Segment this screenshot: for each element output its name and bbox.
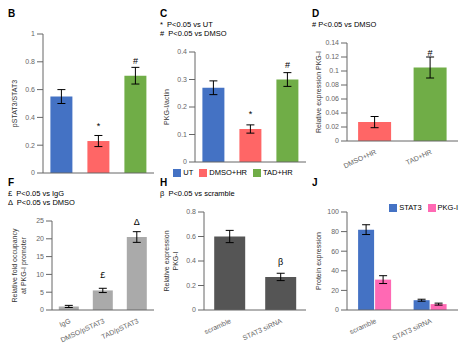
svg-text:0.4: 0.4	[177, 48, 187, 55]
svg-text:0.1: 0.1	[177, 131, 187, 138]
svg-text:0.6: 0.6	[25, 86, 35, 93]
svg-text:*: *	[97, 121, 101, 131]
html-text:Δ P<0.05 vs DMSO: Δ P<0.05 vs DMSO	[8, 198, 75, 207]
svg-text:*: *	[249, 109, 253, 119]
svg-text:0: 0	[183, 158, 187, 165]
svg-text:#: #	[285, 60, 290, 70]
svg-text:0.8: 0.8	[25, 58, 35, 65]
svg-text:#: #	[133, 56, 138, 66]
svg-text:0.04: 0.04	[325, 109, 339, 116]
html-text:STAT3: STAT3	[399, 203, 422, 212]
svg-text:0: 0	[40, 306, 44, 313]
svg-text:0.4: 0.4	[186, 257, 196, 264]
svg-text:Δ: Δ	[134, 217, 140, 227]
svg-text:1: 1	[31, 30, 35, 37]
svg-text:β: β	[278, 257, 283, 267]
html-text:* P<0.05 vs UT: * P<0.05 vs UT	[160, 20, 213, 29]
svg-text:0.8: 0.8	[186, 208, 196, 215]
svg-text:15: 15	[36, 253, 44, 260]
svg-text:Relative fold occupancyat PKG-: Relative fold occupancyat PKG-I promoter	[11, 228, 28, 302]
svg-text:0: 0	[192, 306, 196, 313]
svg-text:80: 80	[331, 228, 339, 235]
html-text:£ P<0.05 vs IgG: £ P<0.05 vs IgG	[8, 189, 65, 198]
svg-text:60: 60	[331, 248, 339, 255]
svg-text:0.2: 0.2	[25, 142, 35, 149]
html-text:C: C	[160, 8, 168, 19]
svg-text:0.3: 0.3	[177, 76, 187, 83]
svg-text:25: 25	[36, 217, 44, 224]
svg-text:0.08: 0.08	[325, 81, 339, 88]
svg-text:20: 20	[331, 287, 339, 294]
svg-text:0.12: 0.12	[325, 53, 339, 60]
svg-text:0.14: 0.14	[325, 39, 339, 46]
html-text:β P<0.05 vs scramble: β P<0.05 vs scramble	[160, 189, 235, 198]
svg-text:£: £	[100, 270, 105, 280]
svg-text:Relative expressionPKG-I: Relative expressionPKG-I	[163, 230, 179, 291]
html-text:TAD+HR: TAD+HR	[263, 168, 293, 177]
svg-text:10: 10	[36, 271, 44, 278]
svg-text:0: 0	[31, 169, 35, 176]
svg-text:0.2: 0.2	[186, 282, 196, 289]
svg-text:0.02: 0.02	[325, 123, 339, 130]
svg-text:#: #	[428, 48, 433, 58]
svg-text:STAT3 siRNA: STAT3 siRNA	[242, 317, 284, 341]
svg-text:DMSO/pSTAT3: DMSO/pSTAT3	[59, 317, 106, 344]
html-text:# P<0.05 vs DMSO: # P<0.05 vs DMSO	[160, 29, 227, 38]
html-text:UT: UT	[183, 168, 194, 177]
svg-text:Relative expression PKG-I: Relative expression PKG-I	[315, 51, 323, 133]
html-text:J: J	[312, 177, 318, 188]
svg-text:TAD/pSTAT3: TAD/pSTAT3	[100, 317, 140, 341]
html-text:D: D	[312, 8, 320, 19]
svg-text:scramble: scramble	[203, 317, 232, 335]
svg-text:5: 5	[40, 289, 44, 296]
html-text:PKG-I: PKG-I	[437, 203, 458, 212]
svg-text:100: 100	[327, 208, 339, 215]
svg-text:0.6: 0.6	[186, 233, 196, 240]
svg-text:TAD+HR: TAD+HR	[405, 148, 433, 166]
svg-text:0: 0	[335, 306, 339, 313]
html-text:# P<0.05 vs DMSO: # P<0.05 vs DMSO	[312, 20, 377, 29]
svg-text:0.1: 0.1	[329, 67, 339, 74]
svg-text:0.06: 0.06	[325, 95, 339, 102]
svg-text:DMSO+HR: DMSO+HR	[342, 148, 377, 169]
svg-text:0: 0	[335, 137, 339, 144]
svg-text:0.2: 0.2	[177, 103, 187, 110]
html-text:F: F	[8, 177, 15, 188]
svg-text:STAT3 siRNA: STAT3 siRNA	[391, 317, 433, 341]
svg-text:PKG-I/actin: PKG-I/actin	[163, 89, 170, 125]
svg-text:pSTAT3/STAT3: pSTAT3/STAT3	[11, 80, 19, 127]
html-text:B: B	[8, 8, 16, 19]
svg-text:20: 20	[36, 235, 44, 242]
svg-text:scramble: scramble	[349, 317, 378, 335]
svg-text:Protein expression: Protein expression	[315, 232, 323, 290]
svg-text:40: 40	[331, 267, 339, 274]
svg-text:0.4: 0.4	[25, 114, 35, 121]
html-text:H: H	[160, 177, 168, 188]
html-text:DMSO+HR: DMSO+HR	[209, 168, 247, 177]
svg-text:IgG: IgG	[58, 317, 72, 329]
